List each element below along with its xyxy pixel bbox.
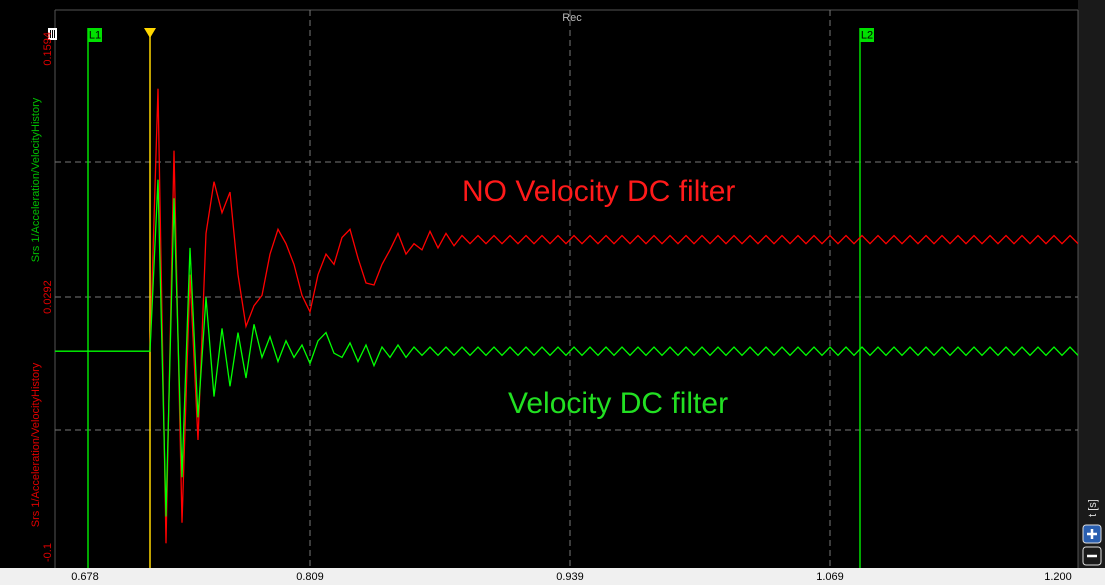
axis-handle-grip — [50, 30, 55, 38]
x-axis-label: t [s] — [1087, 499, 1099, 517]
annotation: Velocity DC filter — [508, 387, 728, 420]
grid — [55, 10, 1078, 568]
annotation: NO Velocity DC filter — [462, 175, 735, 208]
cursor-label: L1 — [89, 29, 101, 41]
trigger-marker — [144, 28, 156, 38]
right-strip — [1078, 0, 1105, 568]
cursor-label: L2 — [861, 29, 873, 41]
series-line — [55, 179, 1078, 517]
chart-title: Rec — [562, 12, 582, 24]
plus-icon — [1087, 529, 1097, 539]
cursors — [87, 28, 861, 568]
y-tick-label: 0.0292 — [42, 280, 54, 314]
x-tick-label: 1.200 — [1044, 571, 1072, 583]
y-axis-title: Srs 1/Acceleration/VelocityHistory — [30, 362, 42, 527]
overlay: L1 L2 — [88, 28, 874, 42]
x-tick-label: 0.939 — [556, 571, 584, 583]
cursor-tag — [88, 28, 102, 42]
y-tick-label: -0.1 — [42, 543, 54, 562]
x-tick-label: 0.809 — [296, 571, 324, 583]
y-axis-title: Srs 1/Acceleration/VelocityHistory — [30, 97, 42, 262]
series-line — [149, 88, 1078, 544]
x-tick-label: 0.678 — [71, 571, 99, 583]
cursor-tag — [860, 28, 874, 42]
y-tick-label: 0.1594 — [42, 32, 54, 66]
x-axis-strip — [0, 568, 1105, 585]
lines — [55, 88, 1078, 544]
x-tick-label: 1.069 — [816, 571, 844, 583]
